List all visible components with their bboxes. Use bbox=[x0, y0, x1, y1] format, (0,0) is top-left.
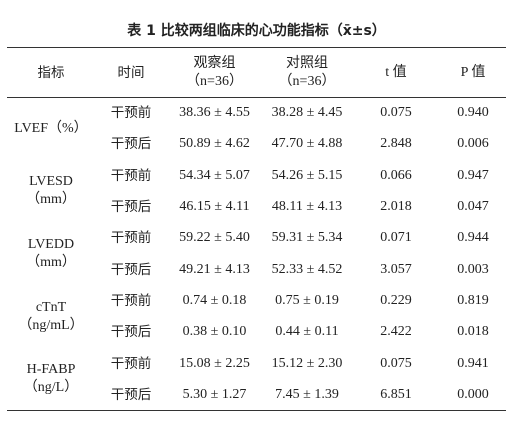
table-row: LVESD （mm） 干预前 54.34 ± 5.07 54.26 ± 5.15 0.06… bbox=[7, 160, 506, 208]
indicator-text: （mm） bbox=[26, 192, 76, 208]
value-cell: 0.74 ± 0.18 bbox=[182, 292, 247, 308]
value-cell: 15.08 ± 2.25 bbox=[179, 355, 250, 371]
table-row: H-FABP （ng/L） 干预前 15.08 ± 2.25 15.12 ± 2.30 0… bbox=[7, 348, 506, 395]
header-text: （n=36） bbox=[278, 73, 336, 89]
value-cell: 52.33 ± 4.52 bbox=[271, 261, 343, 277]
value-cell: 0.819 bbox=[457, 292, 489, 308]
value-cell: 0.075 bbox=[380, 105, 412, 121]
table-row: 干预后 49.21 ± 4.13 52.33 ± 4.52 3.057 0.003 bbox=[7, 254, 506, 285]
indicator-cell: H-FABP （ng/L） bbox=[7, 348, 95, 411]
value-cell: 0.047 bbox=[457, 199, 489, 215]
time-cell: 干预前 bbox=[110, 167, 152, 184]
table-row: cTnT （ng/mL） 干预前 0.74 ± 0.18 0.75 ± 0.19 0.22… bbox=[7, 285, 506, 333]
table-row: LVEF（%） 干预前 38.36 ± 4.55 38.28 ± 4.45 0.075 0… bbox=[7, 98, 506, 136]
value-cell: 0.229 bbox=[380, 292, 412, 308]
time-cell: 干预前 bbox=[110, 105, 152, 122]
header-row: 指标 时间 观察组 （n=36） 对照组 （n=36） t 值 P 值 bbox=[7, 48, 506, 98]
value-cell: 38.28 ± 4.45 bbox=[271, 105, 343, 121]
data-table: 指标 时间 观察组 （n=36） 对照组 （n=36） t 值 P 值 LVEF（%） 干预前 3… bbox=[7, 47, 506, 411]
indicator-text: （ng/L） bbox=[23, 379, 79, 395]
value-cell: 3.057 bbox=[380, 261, 412, 277]
indicator-text: （mm） bbox=[26, 254, 76, 270]
value-cell: 2.848 bbox=[380, 136, 412, 152]
header-text: t 值 bbox=[385, 64, 407, 80]
header-cell: 时间 bbox=[95, 48, 167, 98]
time-cell: 干预前 bbox=[110, 230, 152, 247]
value-cell: 0.000 bbox=[457, 386, 489, 402]
value-cell: 5.30 ± 1.27 bbox=[182, 386, 247, 402]
time-cell: 干预前 bbox=[110, 292, 152, 309]
time-cell: 干预前 bbox=[110, 355, 152, 372]
indicator-text: LVEDD bbox=[27, 236, 75, 252]
value-cell: 59.31 ± 5.34 bbox=[271, 230, 343, 246]
table-header: 指标 时间 观察组 （n=36） 对照组 （n=36） t 值 P 值 bbox=[7, 48, 506, 98]
value-cell: 6.851 bbox=[380, 386, 412, 402]
header-text: 时间 bbox=[117, 64, 145, 81]
value-cell: 0.003 bbox=[457, 261, 489, 277]
table-row: 干预后 5.30 ± 1.27 7.45 ± 1.39 6.851 0.000 bbox=[7, 379, 506, 410]
value-cell: 38.36 ± 4.55 bbox=[179, 105, 250, 121]
value-cell: 0.075 bbox=[380, 355, 412, 371]
table-row: 干预后 46.15 ± 4.11 48.11 ± 4.13 2.018 0.047 bbox=[7, 191, 506, 222]
header-text: 对照组 bbox=[286, 55, 328, 71]
header-text: P 值 bbox=[460, 64, 486, 80]
time-cell: 干预后 bbox=[110, 324, 152, 341]
header-text: 观察组 bbox=[193, 55, 236, 71]
header-text: 指标 bbox=[37, 64, 65, 81]
value-cell: 0.44 ± 0.11 bbox=[275, 324, 339, 340]
indicator-text: LVESD bbox=[29, 174, 73, 190]
value-cell: 15.12 ± 2.30 bbox=[271, 355, 343, 371]
value-cell: 0.947 bbox=[457, 167, 489, 183]
time-cell: 干预后 bbox=[110, 136, 152, 153]
value-cell: 0.066 bbox=[380, 167, 412, 183]
indicator-text: LVEF（%） bbox=[14, 121, 88, 137]
value-cell: 46.15 ± 4.11 bbox=[179, 199, 250, 215]
indicator-cell: LVEDD （mm） bbox=[7, 223, 95, 286]
table-row: 干预后 0.38 ± 0.10 0.44 ± 0.11 2.422 0.018 bbox=[7, 317, 506, 348]
value-cell: 49.21 ± 4.13 bbox=[179, 261, 250, 277]
header-cell: 观察组 （n=36） bbox=[167, 48, 262, 98]
time-cell: 干预后 bbox=[110, 261, 152, 278]
header-cell: P 值 bbox=[440, 48, 506, 98]
indicator-text: H-FABP bbox=[26, 361, 76, 377]
header-cell: t 值 bbox=[352, 48, 440, 98]
value-cell: 2.422 bbox=[380, 324, 412, 340]
value-cell: 0.944 bbox=[457, 230, 489, 246]
value-cell: 0.941 bbox=[457, 355, 489, 371]
value-cell: 0.018 bbox=[457, 324, 489, 340]
indicator-cell: LVESD （mm） bbox=[7, 160, 95, 223]
indicator-cell: cTnT （ng/mL） bbox=[7, 285, 95, 348]
table-row: LVEDD （mm） 干预前 59.22 ± 5.40 59.31 ± 5.34 0.07… bbox=[7, 223, 506, 270]
time-cell: 干预后 bbox=[110, 199, 152, 216]
value-cell: 50.89 ± 4.62 bbox=[179, 136, 250, 152]
value-cell: 59.22 ± 5.40 bbox=[179, 230, 250, 246]
time-cell: 干预后 bbox=[110, 386, 152, 403]
table-title: 表 1 比较两组临床的心功能指标（x̄±s） bbox=[127, 23, 386, 39]
value-cell: 0.006 bbox=[457, 136, 489, 152]
header-text: （n=36） bbox=[186, 73, 243, 89]
value-cell: 54.34 ± 5.07 bbox=[179, 167, 250, 183]
indicator-text: （ng/mL） bbox=[18, 317, 84, 333]
indicator-cell: LVEF（%） bbox=[7, 98, 95, 161]
value-cell: 0.940 bbox=[457, 105, 489, 121]
header-cell: 指标 bbox=[7, 48, 95, 98]
value-cell: 2.018 bbox=[380, 199, 412, 215]
table-row: 干预后 50.89 ± 4.62 47.70 ± 4.88 2.848 0.006 bbox=[7, 129, 506, 160]
value-cell: 48.11 ± 4.13 bbox=[271, 199, 343, 215]
value-cell: 54.26 ± 5.15 bbox=[271, 167, 343, 183]
table-body: LVEF（%） 干预前 38.36 ± 4.55 38.28 ± 4.45 0.075 0… bbox=[7, 98, 506, 411]
value-cell: 7.45 ± 1.39 bbox=[275, 386, 339, 402]
value-cell: 0.071 bbox=[380, 230, 412, 246]
value-cell: 0.75 ± 0.19 bbox=[275, 292, 339, 308]
value-cell: 47.70 ± 4.88 bbox=[271, 136, 343, 152]
header-cell: 对照组 （n=36） bbox=[262, 48, 352, 98]
value-cell: 0.38 ± 0.10 bbox=[182, 324, 247, 340]
indicator-text: cTnT bbox=[35, 299, 67, 315]
